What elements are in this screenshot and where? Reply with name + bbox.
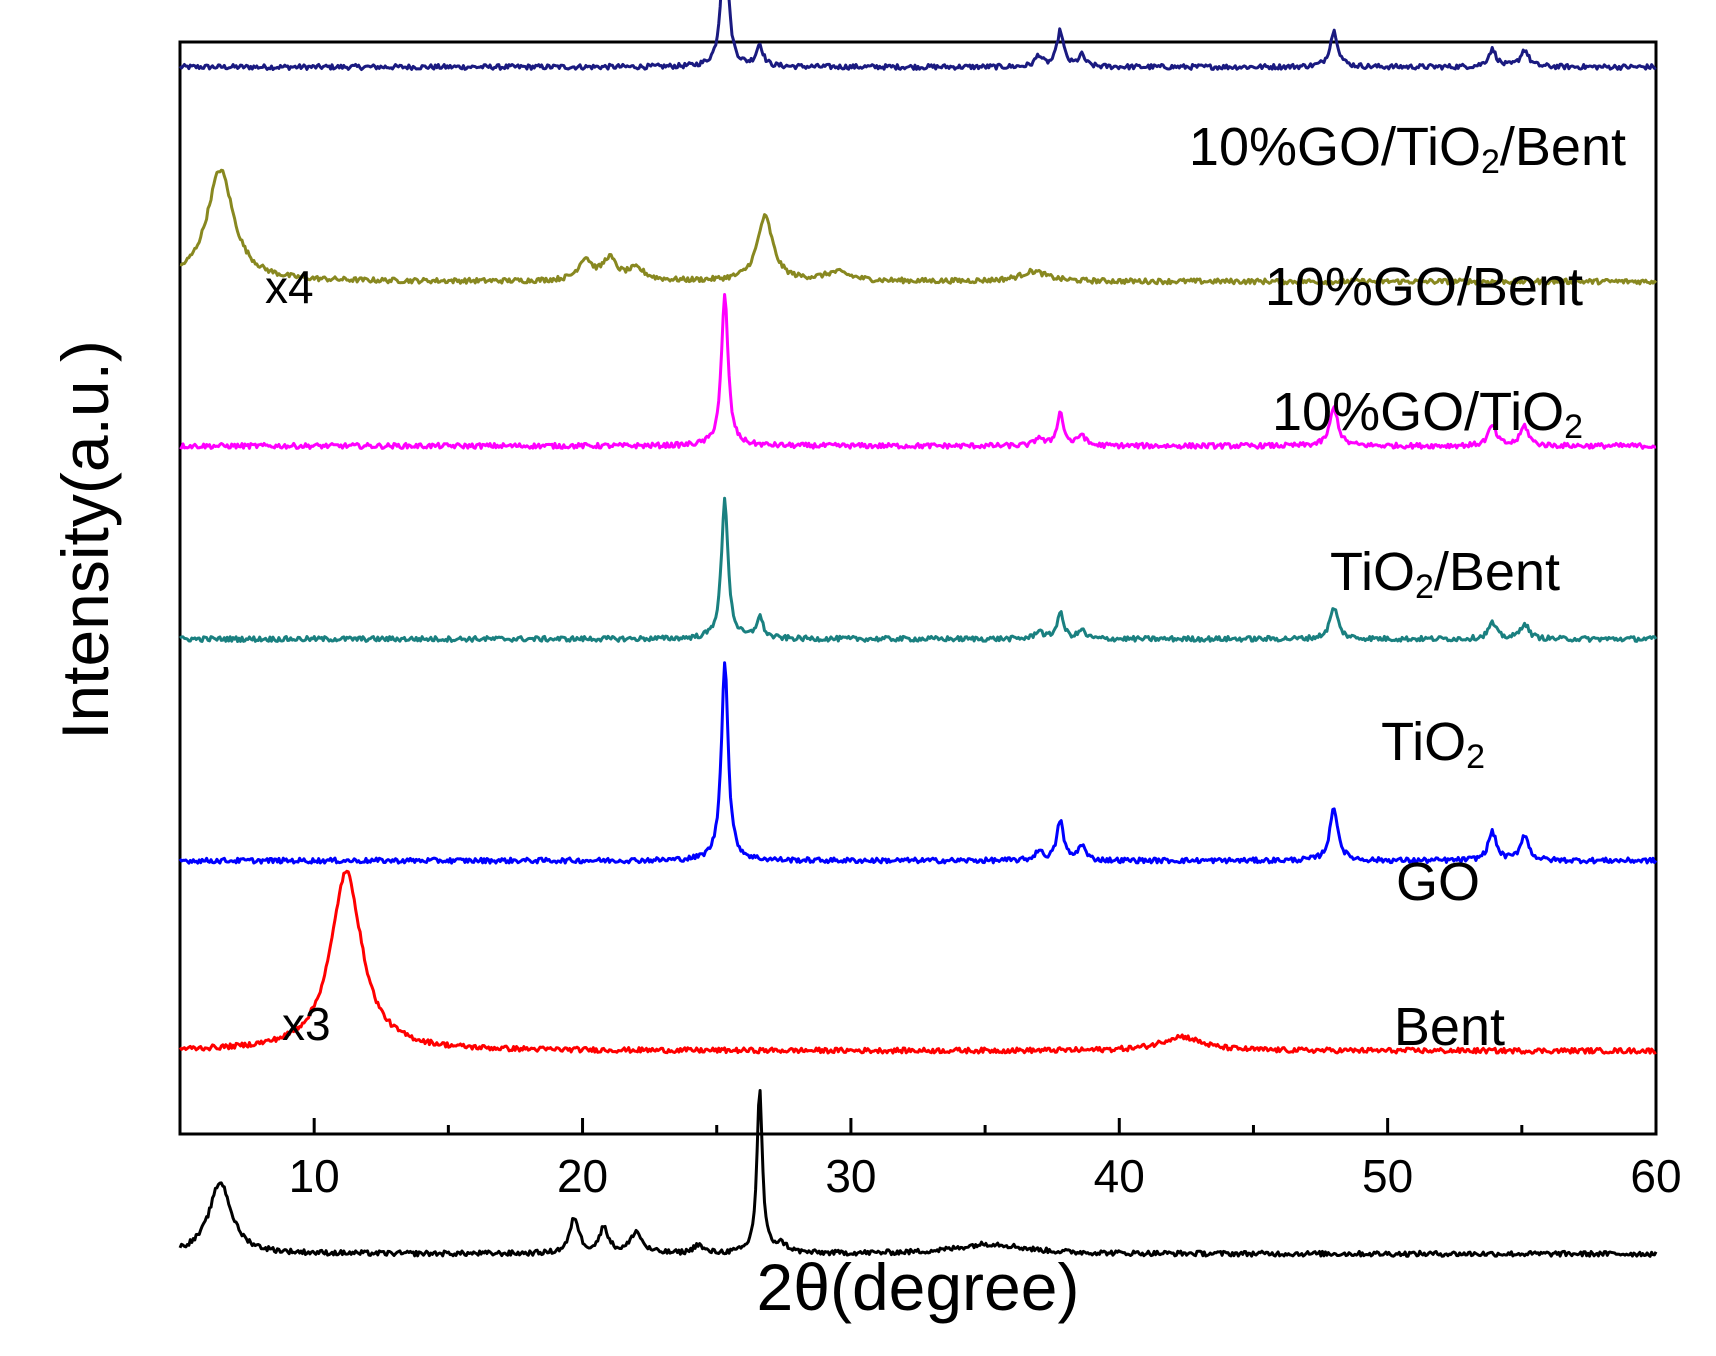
series-label-2: 10%GO/TiO2 (1272, 382, 1583, 446)
series-label-1: 10%GO/Bent (1265, 257, 1583, 317)
series-line-5 (178, 869, 1657, 1055)
series-line-1 (179, 168, 1658, 286)
x-tick-label-10: 10 (289, 1150, 340, 1202)
x-tick-label-30: 30 (825, 1150, 876, 1202)
scale-note-1: x4 (265, 261, 314, 313)
series-labels: 10%GO/TiO2/Bent 10%GO/Bent x4 10%GO/TiO2 TiO… (265, 117, 1626, 1057)
x-tick-label-50: 50 (1362, 1150, 1413, 1202)
series-layer (178, 0, 1658, 1258)
series-label-5: GO (1396, 852, 1480, 912)
x-tick-label-20: 20 (557, 1150, 608, 1202)
x-tick-label-60: 60 (1630, 1150, 1681, 1202)
series-label-0: 10%GO/TiO2/Bent (1189, 117, 1626, 181)
series-label-6: Bent (1394, 997, 1505, 1057)
series-line-4 (178, 661, 1658, 865)
plot-frame (178, 40, 1658, 1136)
series-line-2 (179, 293, 1657, 450)
y-axis-title: Intensity(a.u.) (48, 340, 122, 740)
series-label-4: TiO2 (1381, 712, 1485, 776)
x-axis-title: 2θ(degree) (757, 1250, 1080, 1324)
series-label-3: TiO2/Bent (1330, 542, 1560, 606)
x-tick-label-40: 40 (1094, 1150, 1145, 1202)
x-axis-ticks: 10 20 30 40 50 60 (178, 1118, 1682, 1202)
scale-note-6: x3 (282, 998, 331, 1050)
series-line-6 (178, 1089, 1658, 1258)
series-line-3 (179, 496, 1658, 643)
series-line-0 (178, 0, 1657, 71)
